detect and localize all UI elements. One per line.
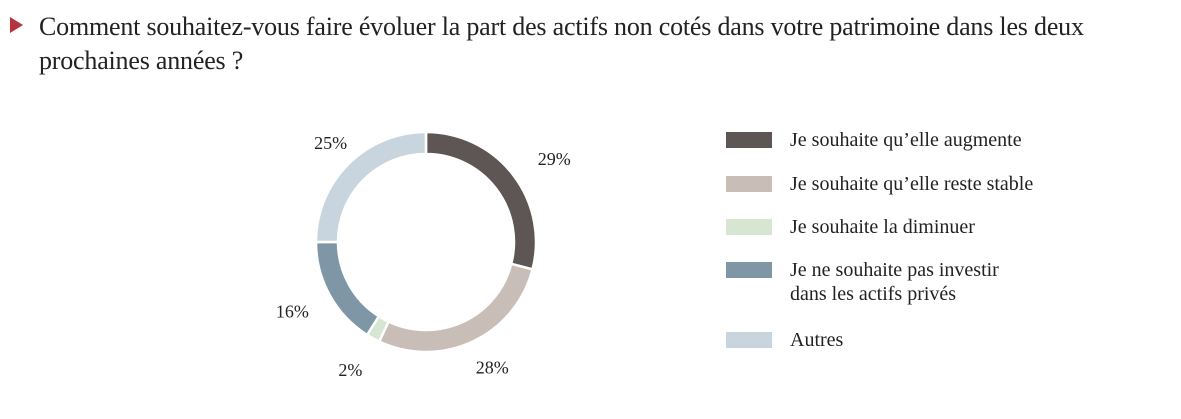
triangle-bullet-icon (10, 17, 23, 33)
legend-item: Je souhaite qu’elle augmente (726, 128, 1022, 152)
question-header: Comment souhaitez-vous faire évoluer la … (10, 10, 1170, 78)
question-text: Comment souhaitez-vous faire évoluer la … (39, 12, 1084, 75)
slice-percent-label: 29% (538, 149, 571, 169)
donut-slice (314, 130, 428, 244)
slice-percent-label: 16% (276, 302, 309, 322)
legend-label: Autres (790, 329, 844, 351)
donut-slice (377, 262, 535, 354)
legend-swatch (726, 132, 772, 148)
donut-slice (314, 240, 381, 337)
legend-label: Je souhaite qu’elle reste stable (790, 173, 1034, 195)
slice-percent-label: 28% (476, 358, 509, 378)
donut-slice (424, 130, 538, 271)
legend-label: Je souhaite la diminuer (790, 216, 975, 238)
legend-swatch (726, 219, 772, 235)
legend-label: Je ne souhaite pas investir dans les act… (790, 259, 999, 305)
legend-swatch (726, 176, 772, 192)
legend-label: Je souhaite qu’elle augmente (790, 129, 1022, 151)
legend-item: Je souhaite qu’elle reste stable (726, 172, 1033, 196)
donut-chart: 29% 28% 2% 16% 25% (276, 130, 571, 380)
legend-swatch (726, 332, 772, 348)
slice-percent-label: 2% (338, 360, 362, 380)
legend-swatch (726, 262, 772, 278)
slice-percent-label: 25% (314, 133, 347, 153)
legend-item: Je souhaite la diminuer (726, 215, 975, 239)
legend-item: Autres (726, 328, 843, 352)
legend-item: Je ne souhaite pas investir dans les act… (726, 258, 999, 306)
